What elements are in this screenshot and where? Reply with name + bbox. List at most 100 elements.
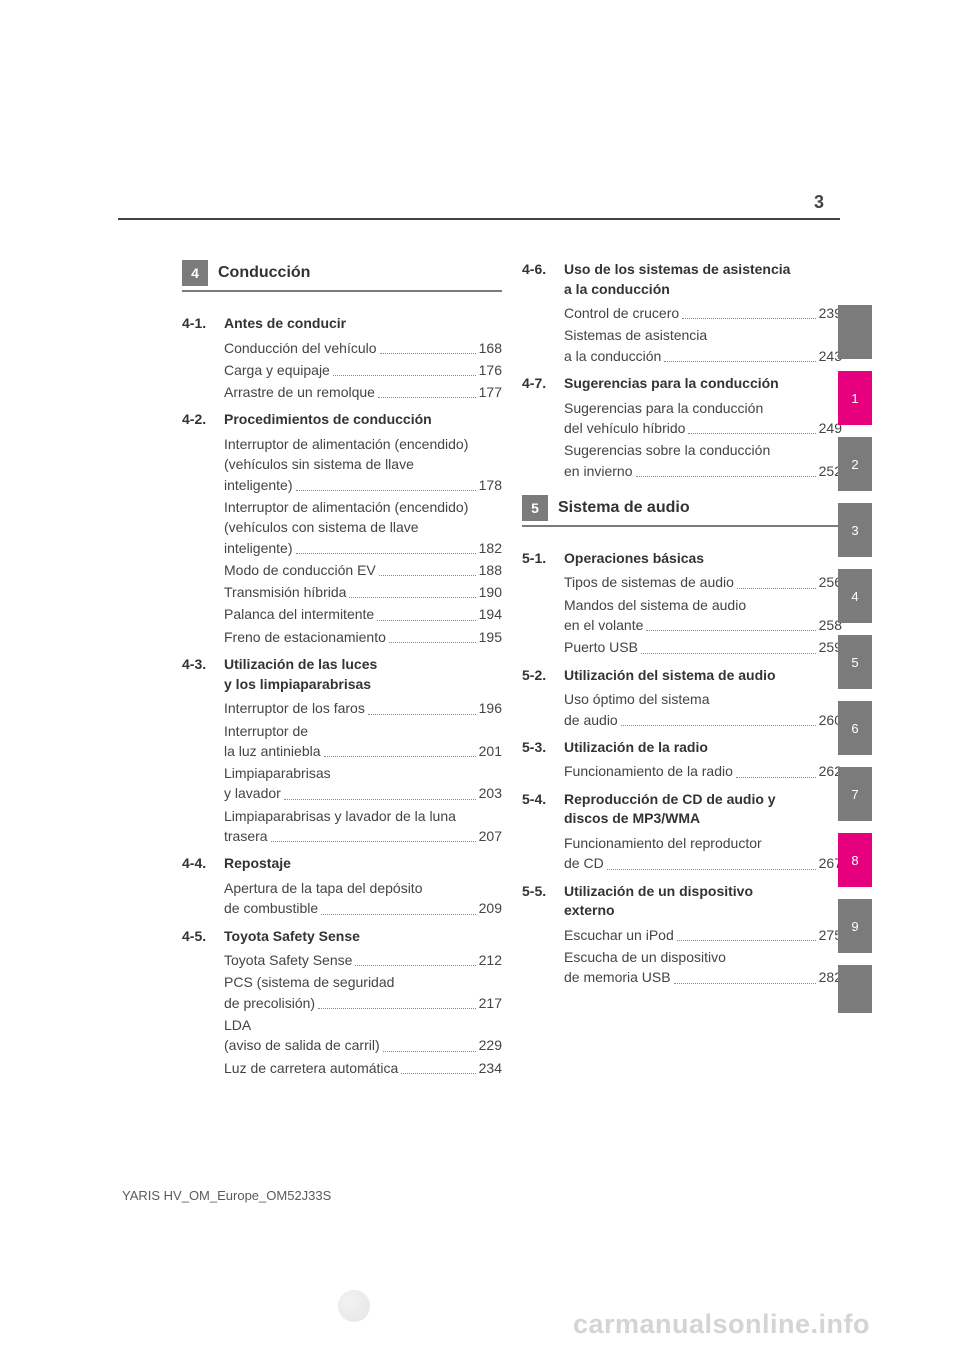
- leader-dots: [682, 318, 815, 319]
- side-tab: 4: [838, 569, 872, 623]
- leader-dots: [349, 597, 475, 598]
- section-4-2-head: 4-2. Procedimientos de conducción: [182, 410, 502, 430]
- leader-dots: [318, 1008, 476, 1009]
- sec-num: 4-4.: [182, 854, 224, 874]
- side-tab: 1: [838, 371, 872, 425]
- entry-label: inteligente): [224, 475, 293, 495]
- sec-title-line: Utilización de un dispositivo: [564, 883, 753, 899]
- toc-entry: Sugerencias para la conducción del vehíc…: [564, 398, 842, 439]
- leader-dots: [607, 869, 816, 870]
- toc-entry: Modo de conducción EV188: [224, 560, 502, 580]
- sec-num: 5-4.: [522, 790, 564, 829]
- entry-label: Limpiaparabrisas: [224, 808, 331, 824]
- side-tab: 2: [838, 437, 872, 491]
- sec-num: 5-5.: [522, 882, 564, 921]
- entry-label: Funcionamiento del reproductor: [564, 835, 762, 851]
- toc-entry: Escucha de un dispositivo de memoria USB…: [564, 947, 842, 988]
- leader-dots: [401, 1073, 475, 1074]
- leader-dots: [674, 983, 816, 984]
- toc-entry: Interruptor de alimentación (encendido) …: [224, 497, 502, 558]
- entry-page: 194: [479, 604, 502, 624]
- sec-title-line: externo: [564, 902, 615, 918]
- toc-entry: PCS (sistema de seguridad de precolisión…: [224, 972, 502, 1013]
- sec-num: 5-3.: [522, 738, 564, 758]
- sec-num: 4-3.: [182, 655, 224, 694]
- sec-title: Antes de conducir: [224, 314, 502, 334]
- entry-label: de memoria USB: [564, 967, 671, 987]
- leader-dots: [379, 575, 476, 576]
- leader-dots: [383, 1051, 476, 1052]
- entry-label: y lavador: [224, 783, 281, 803]
- entry-label: inteligente): [224, 538, 293, 558]
- entry-label: Interruptor de los faros: [224, 698, 365, 718]
- toc-entry: Funcionamiento del reproductor de CD267: [564, 833, 842, 874]
- entry-label: en invierno: [564, 461, 633, 481]
- leader-dots: [646, 630, 815, 631]
- entry-label: Sugerencias sobre la conducción: [564, 442, 770, 458]
- entry-page: 195: [479, 627, 502, 647]
- sec-title-line: y los limpiaparabrisas: [224, 676, 371, 692]
- leader-dots: [636, 476, 816, 477]
- entry-page: 182: [479, 538, 502, 558]
- entry-label: Limpiaparabrisas: [224, 765, 331, 781]
- toc-entry: Luz de carretera automática234: [224, 1058, 502, 1078]
- sec-title: Utilización de la radio: [564, 738, 842, 758]
- sec-title-line: Uso de los sistemas de asistencia: [564, 261, 790, 277]
- entry-label: del vehículo híbrido: [564, 418, 685, 438]
- leader-dots: [377, 620, 475, 621]
- chapter-4-head: 4 Conducción: [182, 260, 502, 292]
- toc-entry: Funcionamiento de la radio262: [564, 761, 842, 781]
- toc-entry: Uso óptimo del sistema de audio260: [564, 689, 842, 730]
- entry-label: Funcionamiento de la radio: [564, 761, 733, 781]
- entry-label: Toyota Safety Sense: [224, 950, 352, 970]
- toc-entry: Conducción del vehículo168: [224, 338, 502, 358]
- leader-dots: [677, 940, 816, 941]
- sec-title: Sugerencias para la conducción: [564, 374, 842, 394]
- entry-label: la luz antiniebla: [224, 741, 321, 761]
- entry-label: Escucha de un dispositivo: [564, 949, 726, 965]
- entry-label: Mandos del sistema de audio: [564, 597, 746, 613]
- sec-title: Utilización de un dispositivo externo: [564, 882, 842, 921]
- entry-label: Palanca del intermitente: [224, 604, 374, 624]
- sec-num: 4-1.: [182, 314, 224, 334]
- leader-dots: [333, 375, 476, 376]
- toc-entry: Mandos del sistema de audio en el volant…: [564, 595, 842, 636]
- entry-label: de precolisión): [224, 993, 315, 1013]
- entry-label: Sistemas de asistencia: [564, 327, 707, 343]
- entry-label: Escuchar un iPod: [564, 925, 674, 945]
- section-4-5-head: 4-5. Toyota Safety Sense: [182, 927, 502, 947]
- leader-dots: [296, 553, 476, 554]
- sec-num: 4-7.: [522, 374, 564, 394]
- chapter-5-num: 5: [522, 495, 548, 521]
- sec-title: Repostaje: [224, 854, 502, 874]
- chapter-4-title: Conducción: [218, 260, 502, 286]
- chapter-5-title: Sistema de audio: [558, 495, 842, 521]
- entry-label: a la conducción: [564, 346, 661, 366]
- entry-page: 176: [479, 360, 502, 380]
- sec-title: Operaciones básicas: [564, 549, 842, 569]
- section-4-6-head: 4-6. Uso de los sistemas de asistencia a…: [522, 260, 842, 299]
- entry-label: Uso óptimo del sistema: [564, 691, 710, 707]
- col-left: 4 Conducción 4-1. Antes de conducir Cond…: [182, 260, 502, 1080]
- leader-dots: [389, 642, 476, 643]
- sec-title-line: discos de MP3/WMA: [564, 810, 700, 826]
- entry-label: de combustible: [224, 898, 318, 918]
- toc-entry: Toyota Safety Sense 212: [224, 950, 502, 970]
- side-tab: 9: [838, 899, 872, 953]
- sec-title: Utilización del sistema de audio: [564, 666, 842, 686]
- entry-label: Puerto USB: [564, 637, 638, 657]
- entry-page: 177: [479, 382, 502, 402]
- entry-page: 217: [479, 993, 502, 1013]
- entry-label: Freno de estacionamiento: [224, 627, 386, 647]
- col-right: 4-6. Uso de los sistemas de asistencia a…: [522, 260, 842, 1080]
- section-4-3-head: 4-3. Utilización de las luces y los limp…: [182, 655, 502, 694]
- sec-title: Uso de los sistemas de asistencia a la c…: [564, 260, 842, 299]
- sec-title: Reproducción de CD de audio y discos de …: [564, 790, 842, 829]
- entry-page: 212: [479, 950, 502, 970]
- watermark-dot-icon: [338, 1290, 370, 1322]
- chapter-4-num: 4: [182, 260, 208, 286]
- entry-label: de audio: [564, 710, 618, 730]
- leader-dots: [688, 433, 815, 434]
- leader-dots: [296, 490, 476, 491]
- entry-label: sistema de llave: [313, 456, 413, 472]
